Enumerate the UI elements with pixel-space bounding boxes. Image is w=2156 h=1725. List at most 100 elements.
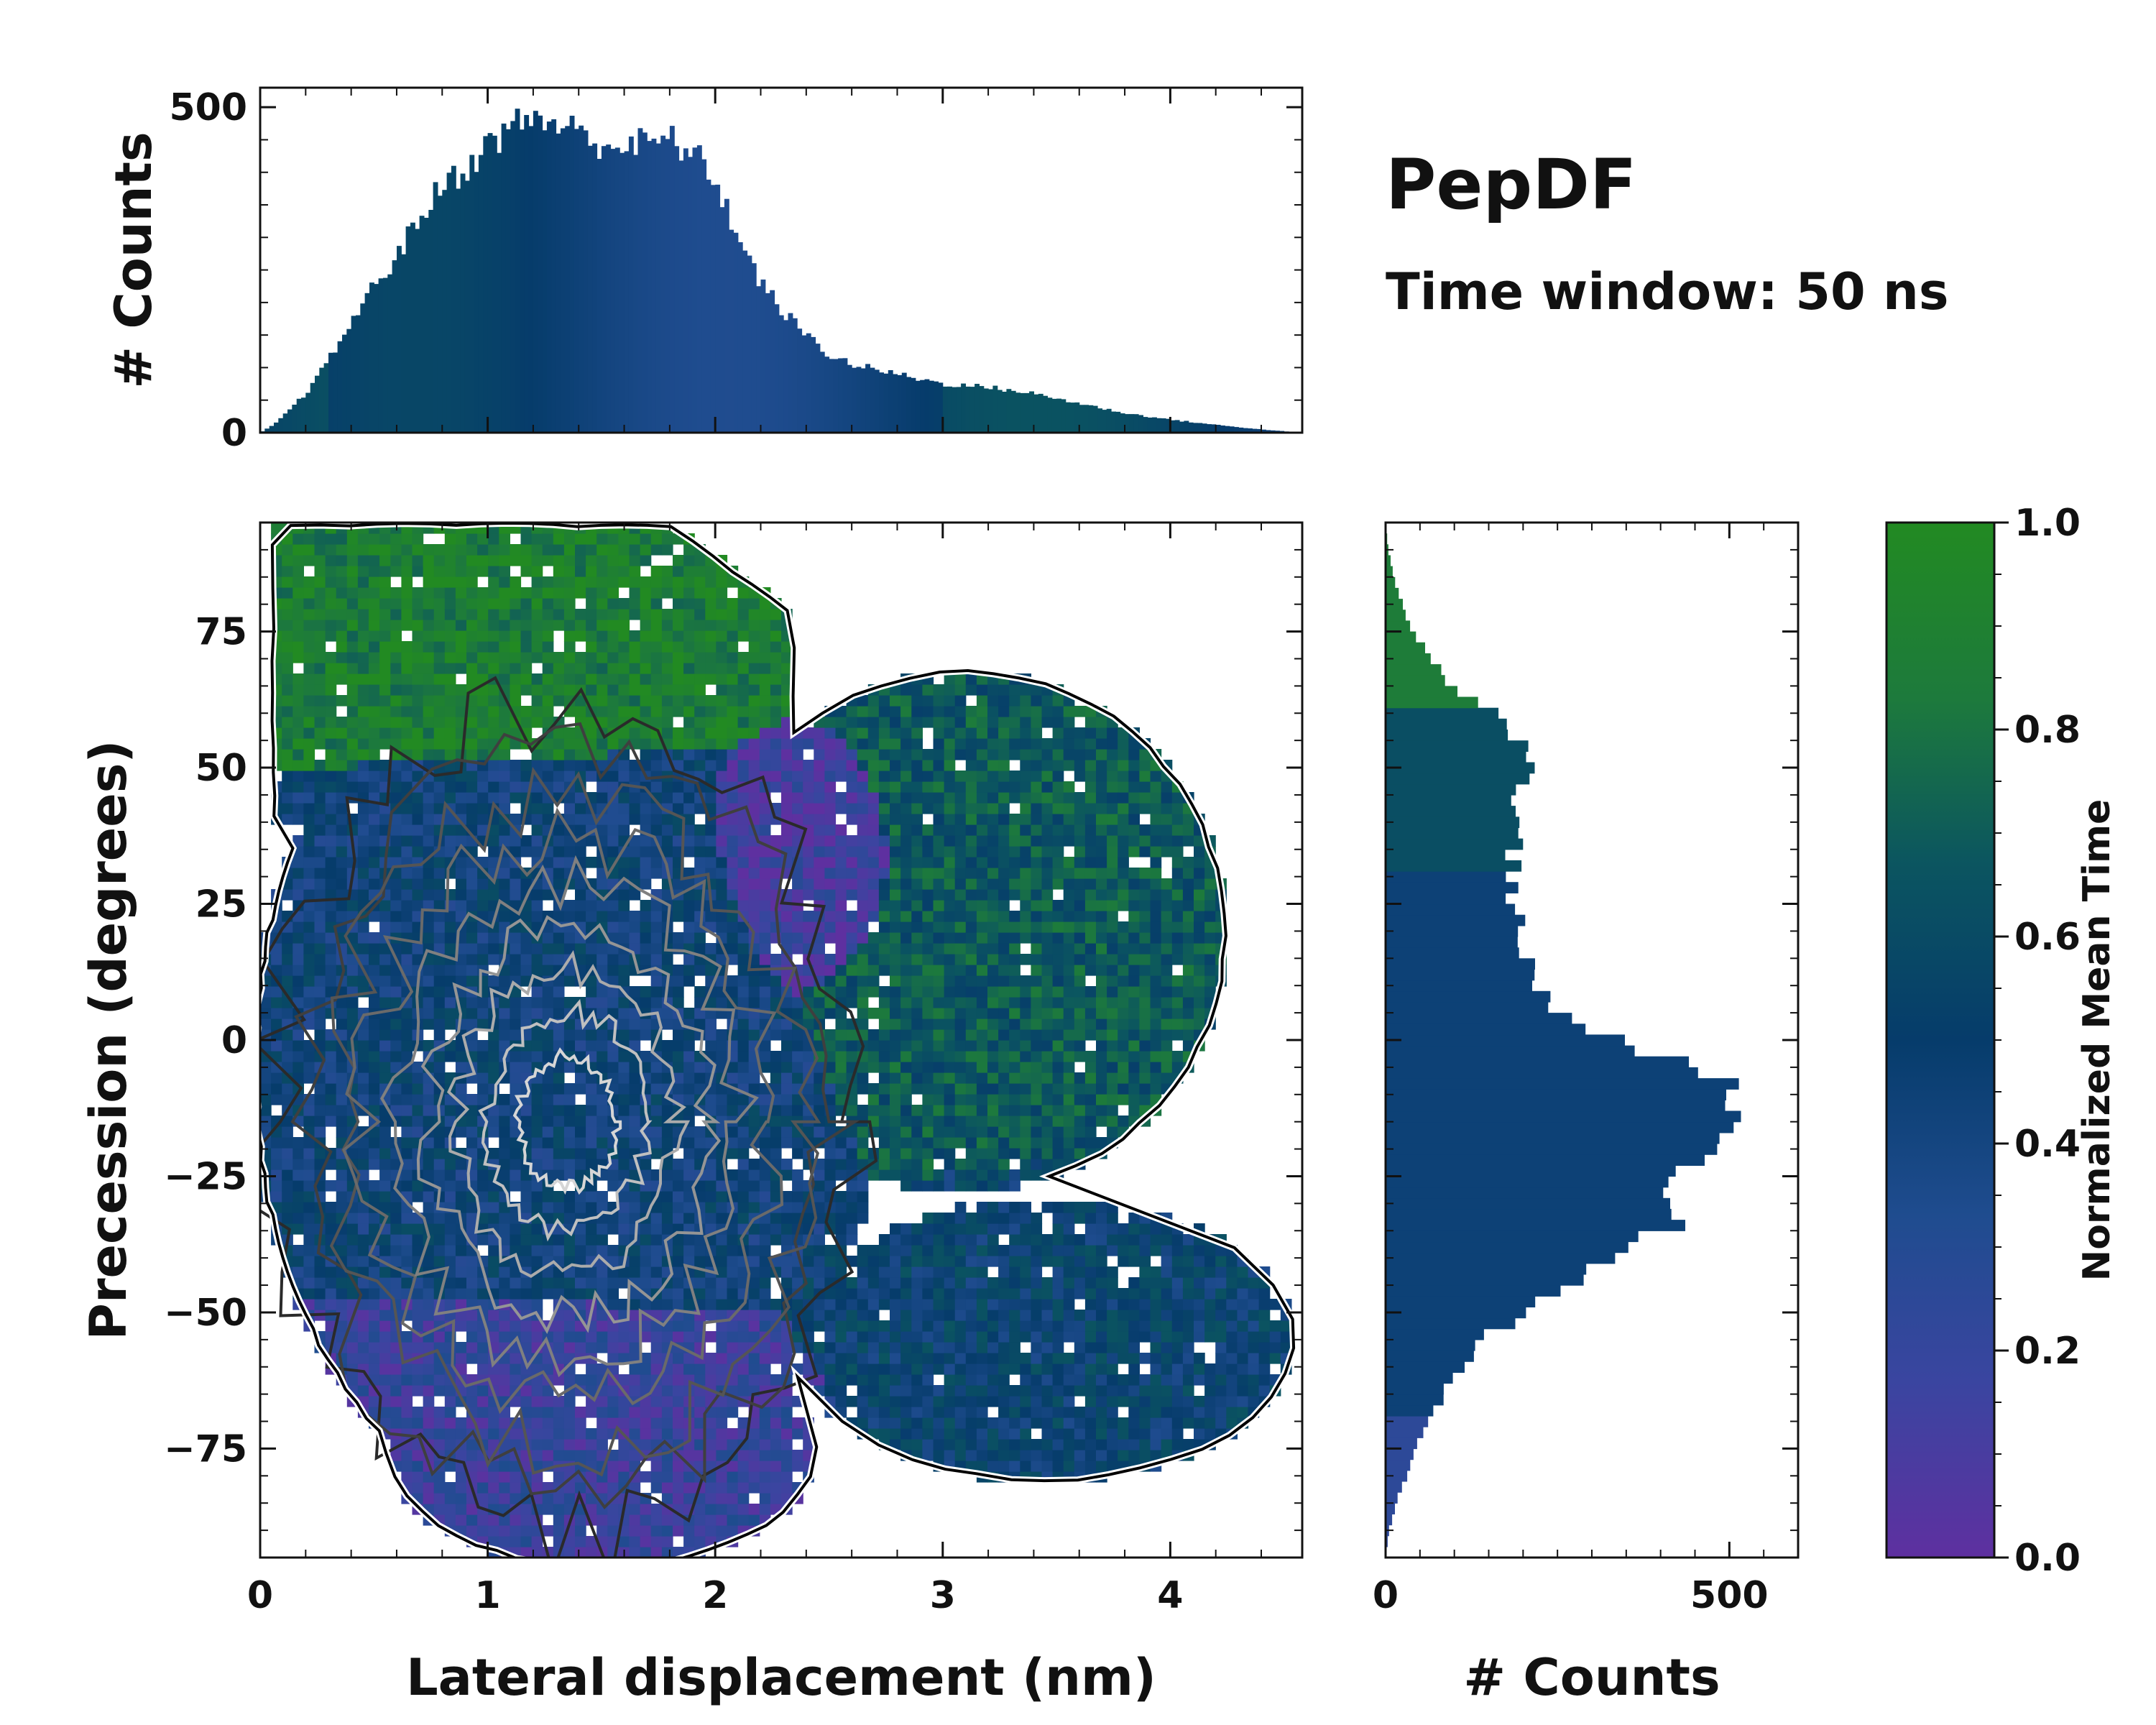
heatmap-cell	[346, 760, 359, 771]
heatmap-cell	[705, 792, 717, 804]
heatmap-cell	[510, 1396, 522, 1407]
heatmap-cell	[716, 824, 728, 836]
heatmap-cell	[727, 868, 739, 879]
heatmap-cell	[488, 695, 499, 707]
heatmap-cell	[369, 663, 380, 674]
top-histogram-bar	[342, 334, 347, 433]
heatmap-cell	[466, 566, 478, 577]
heatmap-cell	[292, 555, 304, 566]
heatmap-cell	[336, 544, 348, 556]
heatmap-cell	[748, 1245, 760, 1256]
heatmap-cell	[824, 1051, 837, 1062]
heatmap-cell	[878, 1353, 890, 1364]
heatmap-cell	[759, 878, 771, 890]
heatmap-cell	[510, 544, 522, 556]
heatmap-cell	[531, 1288, 543, 1300]
heatmap-cell	[650, 1116, 663, 1127]
heatmap-cell	[629, 1428, 641, 1440]
heatmap-cell	[390, 824, 402, 836]
heatmap-cell	[412, 846, 424, 857]
top-histogram-bar	[956, 387, 962, 433]
heatmap-cell	[748, 1514, 760, 1526]
heatmap-cell	[531, 1083, 543, 1095]
heatmap-cell	[369, 857, 380, 868]
heatmap-cell	[488, 630, 499, 642]
top-histogram-bar	[678, 160, 684, 433]
heatmap-cell	[336, 1083, 348, 1095]
heatmap-cell	[412, 727, 424, 739]
heatmap-cell	[867, 1385, 880, 1397]
top-histogram-bar	[269, 426, 275, 433]
heatmap-cell	[477, 975, 489, 987]
heatmap-cell	[673, 1072, 684, 1084]
heatmap-cell	[303, 1018, 315, 1030]
heatmap-cell	[596, 1331, 608, 1343]
heatmap-cell	[455, 835, 467, 847]
top-histogram-bar	[952, 387, 957, 433]
heatmap-cell	[336, 911, 348, 922]
heatmap-cell	[563, 1148, 576, 1159]
top-histogram-bar	[696, 145, 702, 433]
heatmap-cell	[867, 1277, 880, 1289]
heatmap-cell	[640, 652, 652, 663]
heatmap-cell	[694, 717, 706, 728]
heatmap-cell	[292, 1191, 304, 1202]
heatmap-cell	[412, 824, 424, 836]
heatmap-cell	[759, 975, 771, 987]
heatmap-cell	[586, 975, 597, 987]
heatmap-cell	[433, 1169, 446, 1181]
heatmap-cell	[867, 749, 880, 760]
heatmap-cell	[499, 652, 510, 663]
heatmap-cell	[661, 717, 673, 728]
heatmap-cell	[271, 1148, 282, 1159]
heatmap-cell	[412, 1094, 424, 1105]
heatmap-cell	[433, 1062, 446, 1073]
heatmap-cell	[607, 576, 619, 588]
heatmap-cell	[716, 911, 728, 922]
heatmap-cell	[271, 954, 282, 965]
heatmap-cell	[596, 911, 608, 922]
heatmap-cell	[661, 684, 673, 696]
heatmap-cell	[379, 533, 391, 545]
heatmap-cell	[282, 943, 293, 954]
heatmap-cell	[650, 1396, 663, 1407]
heatmap-cell	[737, 1094, 750, 1105]
heatmap-cell	[499, 544, 510, 556]
heatmap-cell	[824, 954, 837, 965]
heatmap-cell	[650, 1213, 663, 1224]
heatmap-cell	[444, 706, 456, 717]
heatmap-cell	[607, 587, 619, 599]
heatmap-cell	[716, 1514, 728, 1526]
heatmap-cell	[423, 620, 435, 631]
heatmap-cell	[531, 997, 543, 1008]
heatmap-cell	[325, 587, 337, 599]
top-histogram-bar	[1143, 417, 1148, 433]
heatmap-cell	[520, 770, 533, 782]
heatmap-cell	[325, 533, 337, 545]
heatmap-cell	[586, 652, 597, 663]
heatmap-cell	[878, 1277, 890, 1289]
heatmap-cell	[357, 684, 369, 696]
heatmap-cell	[282, 954, 293, 965]
heatmap-cell	[336, 803, 348, 814]
heatmap-cell	[542, 1137, 554, 1149]
heatmap-cell	[857, 1342, 869, 1353]
heatmap-cell	[618, 1320, 630, 1332]
heatmap-cell	[466, 598, 478, 610]
heatmap-cell	[640, 1428, 652, 1440]
heatmap-cell	[563, 620, 576, 631]
heatmap-cell	[466, 738, 478, 750]
heatmap-cell	[542, 1213, 554, 1224]
heatmap-cell	[770, 1450, 782, 1461]
heatmap-cell	[814, 954, 825, 965]
heatmap-cell	[531, 781, 543, 793]
heatmap-cell	[553, 673, 565, 685]
heatmap-cell	[770, 727, 782, 739]
heatmap-cell	[499, 1008, 510, 1019]
heatmap-cell	[303, 921, 315, 933]
heatmap-cell	[401, 1234, 413, 1246]
heatmap-cell	[357, 1062, 369, 1073]
heatmap-cell	[586, 630, 597, 642]
heatmap-cell	[618, 1417, 630, 1429]
heatmap-cell	[705, 749, 717, 760]
